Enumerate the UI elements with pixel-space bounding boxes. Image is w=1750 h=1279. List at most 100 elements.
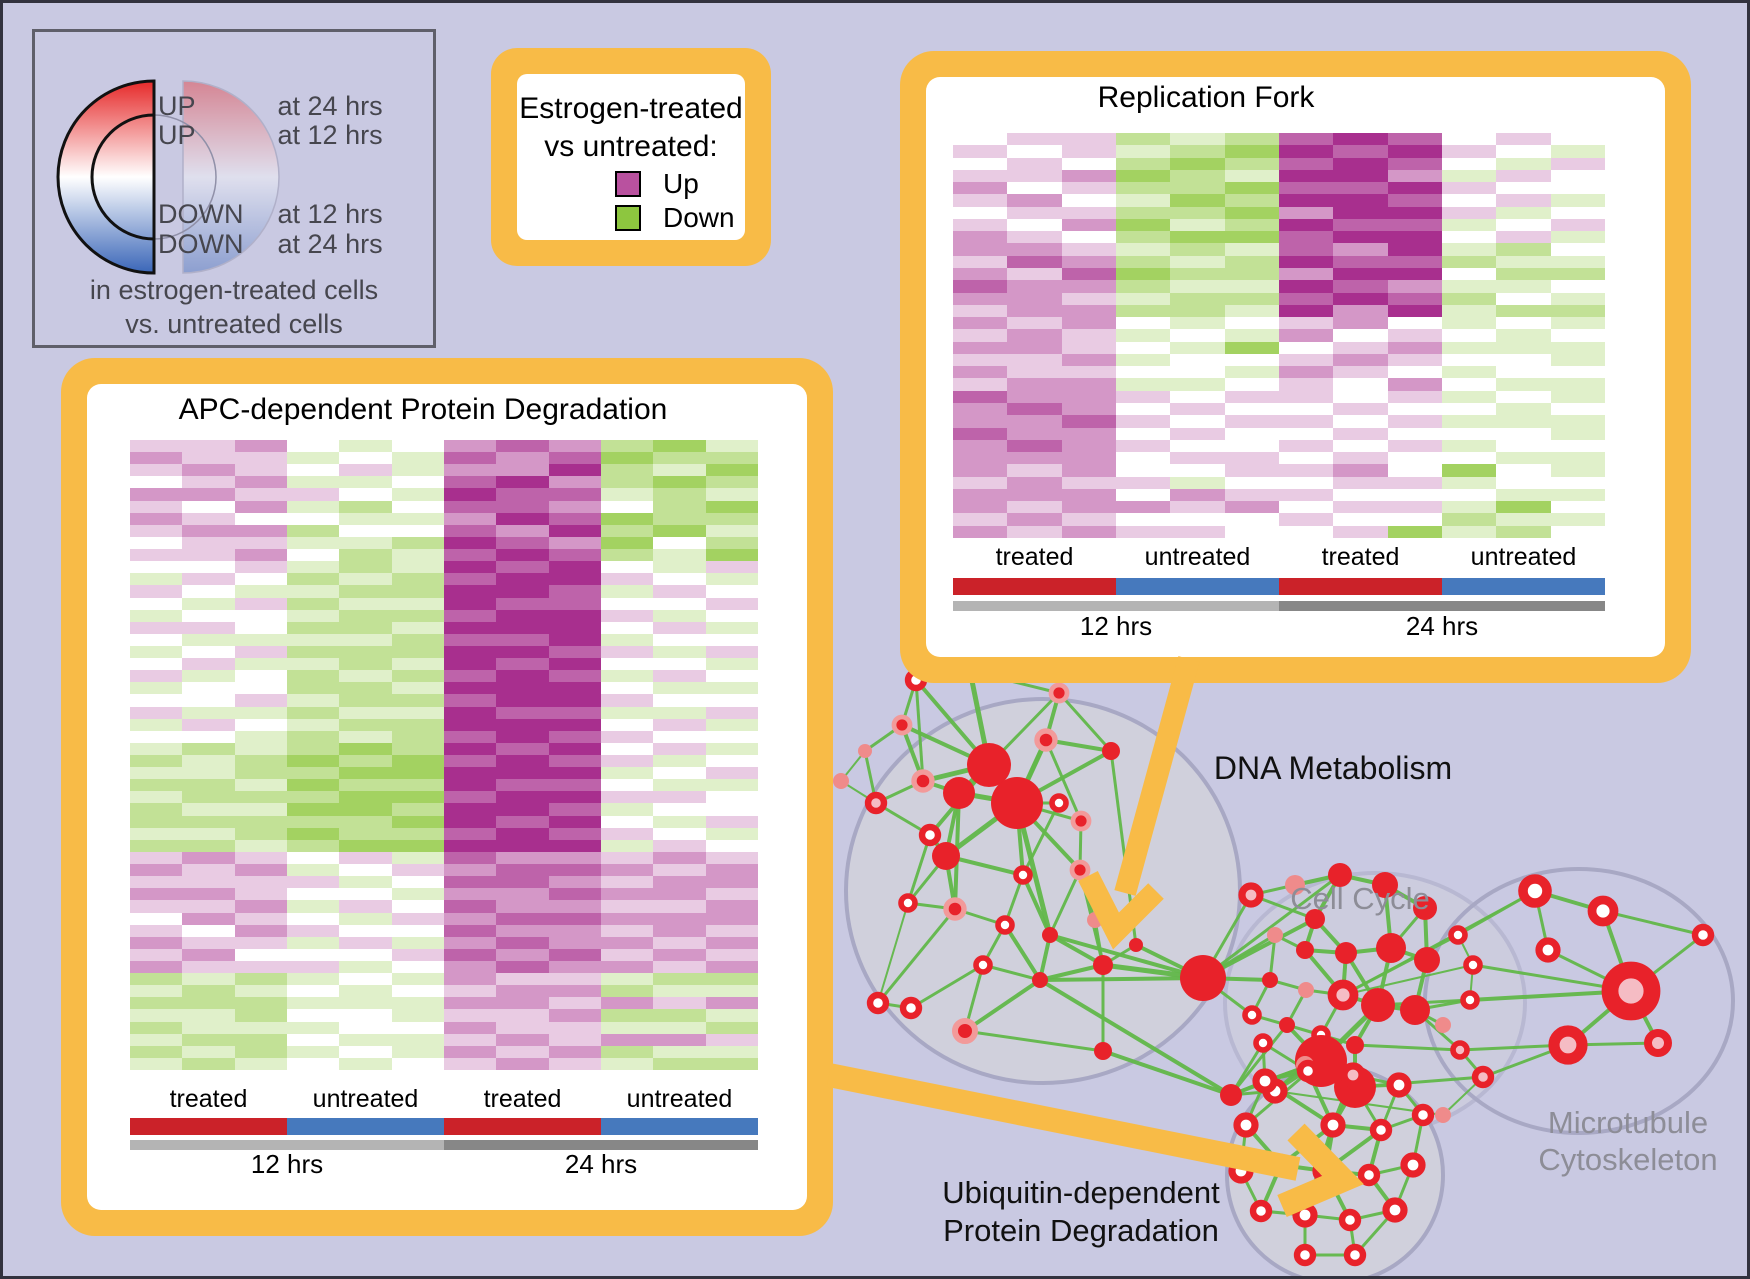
heatmap-cell xyxy=(234,585,287,598)
heatmap-cell xyxy=(548,755,601,768)
heatmap-cell xyxy=(1170,280,1225,293)
heatmap-cell xyxy=(339,827,392,840)
heatmap-cell xyxy=(1170,476,1225,489)
heatmap-cell xyxy=(1224,353,1279,367)
inner-ring-right-outline xyxy=(153,114,217,240)
heatmap-cell xyxy=(1007,476,1062,489)
heatmap-cell xyxy=(339,524,392,537)
network-node xyxy=(1535,937,1561,963)
heatmap-cell xyxy=(286,948,340,961)
heatmap-cell xyxy=(548,985,601,998)
heatmap-cell xyxy=(443,706,497,719)
heatmap-cell xyxy=(130,645,183,659)
network-node xyxy=(1460,990,1480,1010)
heatmap-cell xyxy=(600,779,654,792)
heatmap-cell xyxy=(339,973,392,986)
heatmap-cell xyxy=(286,633,340,646)
heatmap-cell xyxy=(443,609,497,622)
heatmap-cell xyxy=(339,985,392,998)
heatmap-cell xyxy=(130,536,183,550)
heatmap-cell xyxy=(339,767,392,780)
heatmap-cell xyxy=(339,912,392,925)
network-node xyxy=(1296,1059,1320,1083)
heatmap-cell xyxy=(496,536,549,550)
heatmap-cell xyxy=(1550,439,1605,453)
heatmap-cell xyxy=(339,755,392,768)
heatmap-cell xyxy=(234,985,287,998)
heatmap-cell xyxy=(1387,366,1442,379)
heatmap-cell xyxy=(1007,292,1062,305)
network-node xyxy=(1293,1243,1317,1267)
rf-group-label-treated-12h: treated xyxy=(995,543,1074,571)
heatmap-cell xyxy=(1061,513,1116,526)
heatmap-cell xyxy=(705,1045,758,1058)
heatmap-cell xyxy=(1387,317,1442,330)
heatmap-cell xyxy=(600,936,654,949)
network-node xyxy=(1087,912,1103,928)
heatmap-cell xyxy=(234,536,287,550)
heatmap-cell xyxy=(443,549,497,562)
heatmap-cell xyxy=(1007,378,1062,391)
heatmap-cell xyxy=(234,670,287,683)
network-node xyxy=(1070,810,1092,832)
heatmap-cell xyxy=(1115,452,1171,465)
ring-right-half xyxy=(182,80,280,274)
heatmap-cell xyxy=(1441,439,1497,453)
heatmap-cell xyxy=(548,973,601,986)
heatmap-cell xyxy=(391,755,444,768)
heatmap-cell xyxy=(443,670,497,683)
heatmap-cell xyxy=(1224,329,1279,342)
network-edge xyxy=(1039,963,1104,982)
rf-time-bar-12hrs xyxy=(953,601,1279,611)
heatmap-cell xyxy=(496,670,549,683)
heatmap-cell xyxy=(286,851,340,865)
heatmap-cell xyxy=(286,621,340,634)
heatmap-cell xyxy=(234,1057,287,1070)
heatmap-cell xyxy=(548,779,601,792)
heatmap-cell xyxy=(953,353,1008,367)
heatmap-cell xyxy=(130,512,183,525)
heatmap-cell xyxy=(286,682,340,695)
heatmap-cell xyxy=(600,500,654,513)
heatmap-cell xyxy=(1496,329,1551,342)
heatmap-cell xyxy=(1333,182,1388,195)
network-node xyxy=(952,1018,978,1044)
legend-footer-line1: in estrogen-treated cells xyxy=(89,275,379,305)
inner-ring-left-outline xyxy=(90,113,155,241)
heatmap-cell xyxy=(234,476,287,489)
heatmap-cell xyxy=(1224,231,1279,244)
heatmap-cell xyxy=(653,718,706,731)
heatmap-cell xyxy=(705,633,758,646)
heatmap-cell xyxy=(1115,476,1171,489)
heatmap-cell xyxy=(1115,501,1171,514)
rf-time-bar-24hrs xyxy=(1279,601,1605,611)
heatmap-cell xyxy=(705,924,758,937)
heatmap-cell xyxy=(1278,390,1334,403)
heatmap-cell xyxy=(182,876,235,889)
heatmap-cell xyxy=(286,985,340,998)
heatmap-cell xyxy=(391,827,444,840)
heatmap-cell xyxy=(443,755,497,768)
network-node xyxy=(1048,682,1070,704)
apc-group-label-untreated-24h: untreated xyxy=(626,1085,733,1113)
heatmap-cell xyxy=(234,839,287,852)
heatmap-cell xyxy=(1496,243,1551,256)
heatmap-cell xyxy=(443,936,497,949)
heatmap-cell xyxy=(496,973,549,986)
heatmap-cell xyxy=(1170,243,1225,256)
heatmap-cell xyxy=(1278,280,1334,293)
heatmap-cell xyxy=(1007,231,1062,244)
estrogen-legend-item-up: Up xyxy=(615,168,699,200)
network-edge xyxy=(1039,976,1204,982)
heatmap-cell xyxy=(182,621,235,634)
heatmap-cell xyxy=(234,803,287,816)
heatmap-cell xyxy=(548,718,601,731)
heatmap-cell xyxy=(1333,353,1388,367)
heatmap-cell xyxy=(130,888,183,901)
heatmap-cell xyxy=(953,145,1008,158)
heatmap-cell xyxy=(1496,206,1551,219)
heatmap-cell xyxy=(339,718,392,731)
network-edge xyxy=(914,679,925,782)
cluster-label: DNA Metabolism xyxy=(1214,750,1452,786)
heatmap-cell xyxy=(286,912,340,925)
